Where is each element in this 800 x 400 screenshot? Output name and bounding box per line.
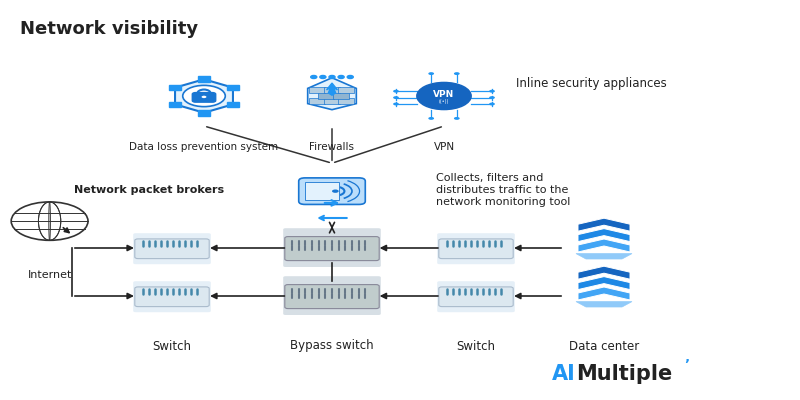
Text: Multiple: Multiple: [576, 364, 672, 384]
Polygon shape: [578, 277, 630, 290]
FancyBboxPatch shape: [198, 76, 210, 82]
FancyBboxPatch shape: [318, 92, 334, 99]
FancyBboxPatch shape: [437, 281, 515, 312]
FancyBboxPatch shape: [198, 110, 210, 116]
Circle shape: [428, 72, 434, 75]
Text: Firewalls: Firewalls: [310, 142, 354, 152]
Circle shape: [393, 102, 399, 106]
Circle shape: [454, 72, 460, 75]
Circle shape: [347, 76, 354, 78]
Polygon shape: [308, 78, 356, 110]
Text: Collects, filters and
distributes traffic to the
network monitoring tool: Collects, filters and distributes traffi…: [436, 174, 570, 206]
FancyBboxPatch shape: [438, 239, 514, 258]
Polygon shape: [578, 218, 630, 231]
Circle shape: [11, 202, 88, 240]
FancyBboxPatch shape: [298, 178, 366, 204]
FancyBboxPatch shape: [305, 182, 338, 200]
FancyBboxPatch shape: [437, 233, 515, 264]
Circle shape: [454, 117, 460, 120]
Text: ((•)): ((•)): [439, 99, 449, 104]
FancyBboxPatch shape: [285, 285, 379, 309]
FancyBboxPatch shape: [170, 85, 181, 90]
Text: Network packet brokers: Network packet brokers: [74, 185, 224, 195]
FancyBboxPatch shape: [333, 92, 349, 99]
FancyBboxPatch shape: [133, 233, 211, 264]
FancyBboxPatch shape: [283, 276, 381, 315]
FancyBboxPatch shape: [285, 236, 379, 261]
FancyBboxPatch shape: [133, 281, 211, 312]
Polygon shape: [578, 239, 630, 252]
Polygon shape: [578, 266, 630, 279]
Circle shape: [338, 76, 344, 78]
Circle shape: [393, 90, 399, 93]
FancyBboxPatch shape: [134, 287, 209, 306]
Circle shape: [310, 76, 317, 78]
Text: Switch: Switch: [153, 340, 191, 352]
Text: VPN: VPN: [434, 142, 454, 152]
Circle shape: [428, 117, 434, 120]
Text: Data center: Data center: [569, 340, 639, 352]
FancyBboxPatch shape: [227, 102, 238, 107]
Circle shape: [332, 190, 338, 193]
FancyBboxPatch shape: [438, 287, 514, 306]
FancyBboxPatch shape: [134, 239, 209, 258]
Text: Bypass switch: Bypass switch: [290, 340, 374, 352]
Text: VPN: VPN: [434, 90, 454, 99]
Text: Switch: Switch: [457, 340, 495, 352]
FancyBboxPatch shape: [338, 87, 354, 93]
Polygon shape: [175, 79, 233, 113]
FancyBboxPatch shape: [227, 85, 238, 90]
Circle shape: [202, 96, 206, 98]
Text: Inline security appliances: Inline security appliances: [516, 78, 666, 90]
FancyBboxPatch shape: [324, 98, 340, 104]
FancyBboxPatch shape: [309, 87, 325, 93]
Circle shape: [489, 90, 495, 93]
FancyBboxPatch shape: [192, 92, 216, 102]
Text: ’: ’: [684, 358, 689, 372]
Circle shape: [182, 85, 226, 107]
Polygon shape: [578, 228, 630, 242]
Text: AI: AI: [552, 364, 576, 384]
Polygon shape: [578, 287, 630, 300]
Circle shape: [489, 96, 495, 99]
Circle shape: [417, 82, 471, 110]
FancyBboxPatch shape: [324, 87, 340, 93]
Text: Network visibility: Network visibility: [20, 20, 198, 38]
Circle shape: [329, 76, 335, 78]
FancyBboxPatch shape: [309, 98, 325, 104]
FancyBboxPatch shape: [170, 102, 181, 107]
Polygon shape: [576, 254, 632, 259]
Text: Data loss prevention system: Data loss prevention system: [130, 142, 278, 152]
Circle shape: [393, 96, 399, 99]
Polygon shape: [576, 302, 632, 307]
FancyBboxPatch shape: [283, 228, 381, 267]
Circle shape: [489, 102, 495, 106]
FancyBboxPatch shape: [338, 98, 354, 104]
Text: Internet: Internet: [27, 270, 72, 280]
Polygon shape: [326, 83, 338, 95]
Circle shape: [320, 76, 326, 78]
